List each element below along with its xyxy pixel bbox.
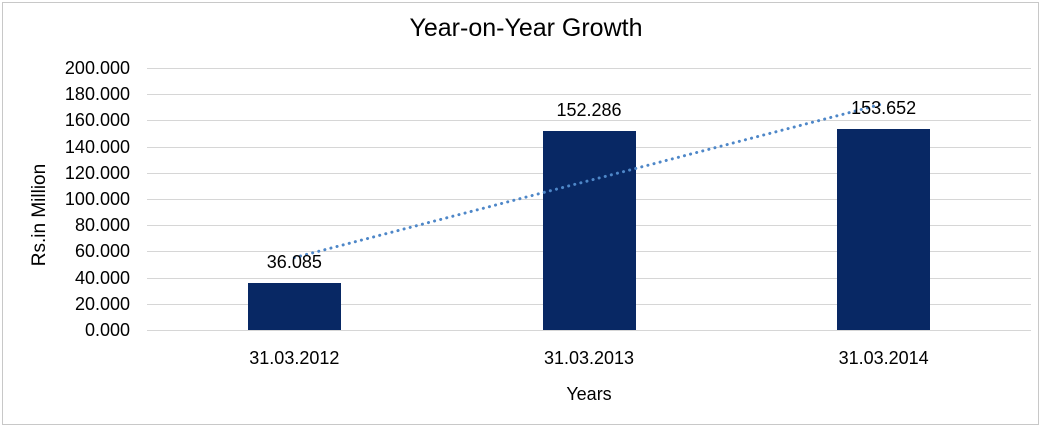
y-tick-label: 20.000	[74, 293, 130, 314]
x-tick-label: 31.03.2012	[249, 348, 340, 368]
y-tick-label: 0.000	[84, 320, 130, 340]
y-tick-label: 160.000	[64, 110, 130, 131]
trendline	[292, 102, 886, 260]
plot-area: 36.085 152.286 153.652	[147, 68, 1031, 331]
gridline	[147, 120, 1031, 122]
gridline	[147, 68, 1031, 69]
chart-title: Year-on-Year Growth	[409, 14, 643, 42]
bar	[247, 282, 341, 330]
bar	[542, 130, 636, 330]
x-axis-line	[147, 330, 1031, 331]
trendline-path	[292, 102, 886, 260]
bar	[837, 128, 931, 330]
y-tick-label: 200.000	[64, 58, 130, 78]
gridline	[147, 94, 1031, 96]
bar-data-label: 153.652	[851, 97, 917, 118]
bar-data-label: 152.286	[556, 99, 622, 120]
y-tick-label: 100.000	[64, 189, 130, 209]
bar-data-label: 36.085	[266, 251, 322, 272]
y-tick-label: 180.000	[64, 84, 130, 105]
x-axis-title: Years	[566, 384, 612, 404]
x-tick-label: 31.03.2014	[838, 348, 929, 368]
y-tick-label: 140.000	[64, 136, 130, 157]
x-tick-label: 31.03.2013	[543, 348, 635, 368]
y-tick-label: 60.000	[74, 241, 130, 262]
y-tick-label: 120.000	[64, 162, 130, 183]
y-tick-label: 40.000	[74, 267, 130, 288]
y-tick-label: 80.000	[74, 215, 130, 236]
